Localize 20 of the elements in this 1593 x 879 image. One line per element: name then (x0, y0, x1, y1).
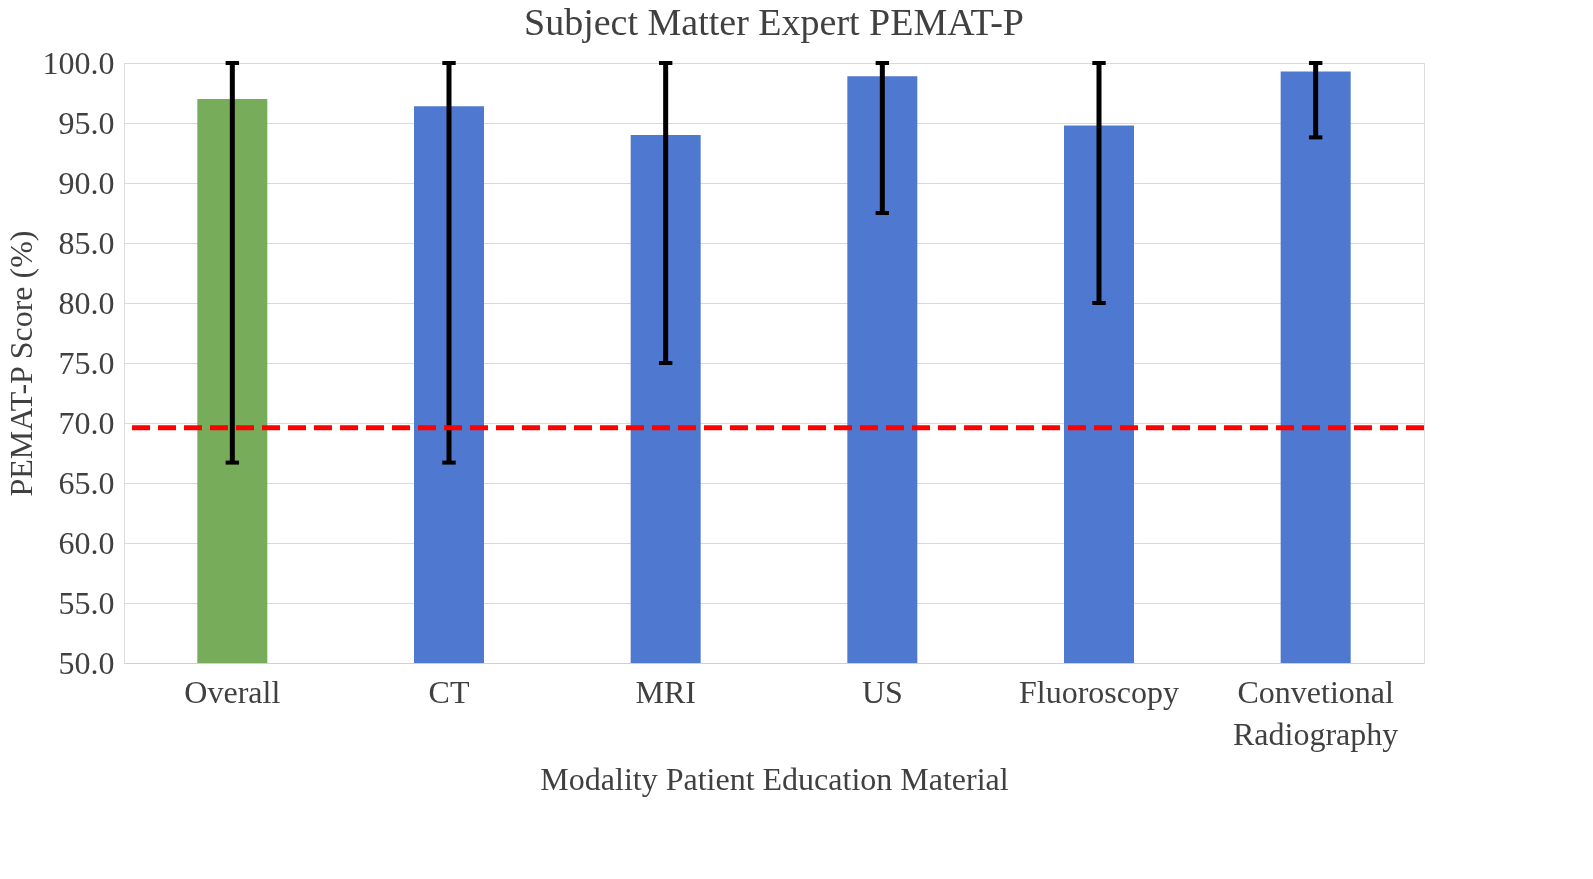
x-axis-title: Modality Patient Education Material (540, 760, 1009, 797)
y-tick-label: 50.0 (58, 644, 115, 681)
x-tick-label: Overall (184, 673, 281, 710)
y-tick-label: 65.0 (58, 464, 115, 501)
y-axis-title: PEMAT-P Score (%) (2, 230, 39, 497)
x-tick-label: Convetional Radiography (1233, 673, 1399, 752)
x-tick-label: Fluoroscopy (1019, 673, 1179, 710)
y-tick-label: 90.0 (58, 164, 115, 201)
y-tick-label: 100.0 (42, 44, 115, 81)
x-tick-label: MRI (635, 673, 696, 710)
y-tick-label: 95.0 (58, 104, 115, 141)
y-tick-label: 75.0 (58, 344, 115, 381)
x-tick-label: CT (428, 673, 470, 710)
y-tick-label: 60.0 (58, 524, 115, 561)
y-tick-label: 55.0 (58, 584, 115, 621)
chart-title: Subject Matter Expert PEMAT-P (524, 1, 1024, 43)
y-tick-label: 85.0 (58, 224, 115, 261)
x-tick-label: US (861, 673, 903, 710)
y-tick-label: 70.0 (58, 404, 115, 441)
y-tick-label: 80.0 (58, 284, 115, 321)
